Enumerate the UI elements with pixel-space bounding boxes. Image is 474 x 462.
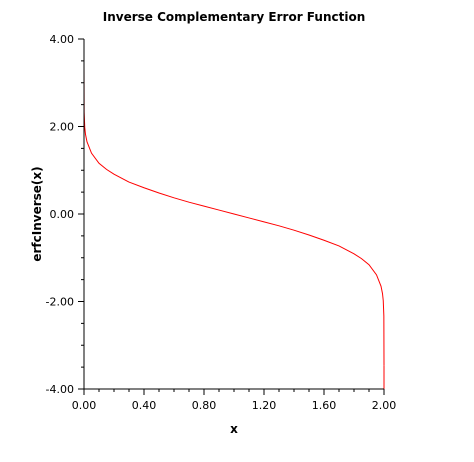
x-tick-label: 0.40 — [132, 399, 157, 412]
y-tick-label: 4.00 — [50, 33, 75, 46]
x-axis-label: x — [230, 422, 238, 436]
plot-area — [83, 39, 385, 389]
chart-title: Inverse Complementary Error Function — [103, 10, 366, 24]
x-tick-label: 0.80 — [192, 399, 217, 412]
x-tick-label: 0.00 — [72, 399, 97, 412]
series-line — [83, 62, 385, 366]
axes: 0.00 0.40 0.80 1.20 1.60 2.00 4.00 2.00 0.00 -2.0… — [46, 33, 397, 412]
x-tick-label: 2.00 — [372, 399, 397, 412]
y-axis-label: erfcInverse(x) — [30, 166, 44, 261]
x-tick-label: 1.60 — [312, 399, 337, 412]
y-tick-label: 2.00 — [50, 121, 75, 134]
y-tick-label: -2.00 — [46, 296, 74, 309]
x-tick-label: 1.20 — [252, 399, 277, 412]
y-tick-label: -4.00 — [46, 383, 74, 396]
y-tick-label: 0.00 — [50, 208, 75, 221]
